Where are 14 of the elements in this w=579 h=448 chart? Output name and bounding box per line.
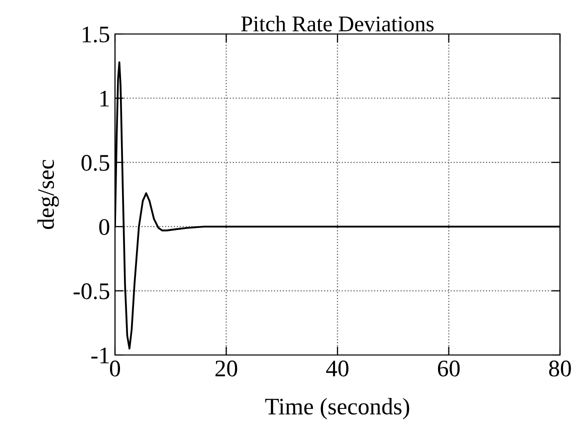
x-tick-label: 20 [215, 360, 238, 376]
x-tick-label: 40 [326, 360, 348, 376]
y-tick-label: 0.5 [82, 154, 110, 171]
y-tick-label: -1 [91, 348, 109, 364]
y-tick-label: 1 [100, 90, 109, 106]
x-tick-label: 60 [438, 360, 460, 376]
chart-title: Pitch Rate Deviations [241, 16, 434, 32]
y-tick-label: 1.5 [82, 26, 110, 43]
y-axis-title: deg/sec [37, 160, 59, 230]
x-tick-label: 0 [110, 360, 120, 376]
x-axis-title: Time (seconds) [265, 398, 410, 420]
y-tick-label: -0.5 [74, 283, 110, 300]
y-tick-label: 0 [99, 219, 110, 236]
x-tick-label: 80 [549, 360, 571, 376]
